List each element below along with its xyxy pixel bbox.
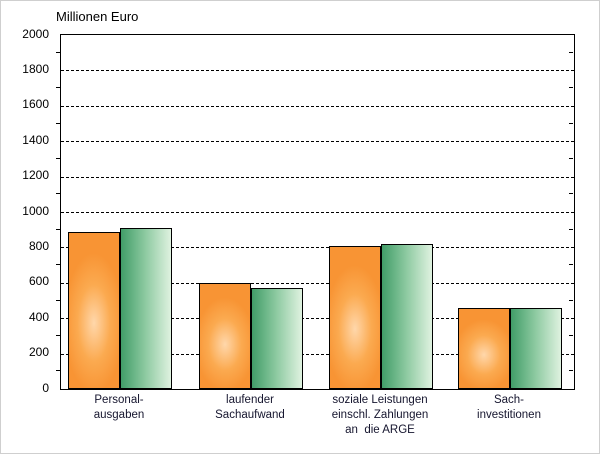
category-label-3: Sach- investitionen [477, 394, 541, 421]
bar-green-3 [510, 307, 562, 389]
minor-tick-right-1500 [569, 122, 573, 124]
minor-tick-left-700 [56, 264, 60, 266]
gridline-1200 [61, 176, 574, 178]
minor-tick-left-100 [56, 370, 60, 372]
y-axis-label-0: 0 [42, 380, 49, 395]
y-axis-label-1600: 1600 [22, 97, 49, 112]
minor-tick-right-1100 [569, 193, 573, 195]
gridline-1800 [61, 70, 574, 72]
y-axis-label-400: 400 [28, 309, 49, 324]
minor-tick-left-900 [56, 228, 60, 230]
bar-orange-0 [68, 232, 120, 389]
minor-tick-left-1700 [56, 87, 60, 89]
minor-tick-right-500 [569, 299, 573, 301]
y-axis-label-2000: 2000 [22, 26, 49, 41]
minor-tick-left-1900 [56, 51, 60, 53]
plot-area [60, 34, 575, 390]
bar-green-2 [381, 243, 433, 389]
gridline-600 [61, 282, 574, 284]
gridline-400 [61, 318, 574, 320]
minor-tick-left-300 [56, 334, 60, 336]
minor-tick-right-900 [569, 228, 573, 230]
minor-tick-right-1700 [569, 87, 573, 89]
bar-green-1 [251, 288, 303, 389]
minor-tick-left-1100 [56, 193, 60, 195]
minor-tick-left-1500 [56, 122, 60, 124]
bar-orange-3 [458, 307, 510, 389]
minor-tick-right-1300 [569, 157, 573, 159]
gridline-1400 [61, 141, 574, 143]
minor-tick-right-1900 [569, 51, 573, 53]
y-axis-label-200: 200 [28, 345, 49, 360]
category-label-0: Personal- ausgaben [93, 394, 145, 421]
minor-tick-left-1300 [56, 157, 60, 159]
y-axis-label-1800: 1800 [22, 61, 49, 76]
minor-tick-right-100 [569, 370, 573, 372]
minor-tick-left-500 [56, 299, 60, 301]
minor-tick-right-300 [569, 334, 573, 336]
chart-title: Millionen Euro [56, 9, 139, 24]
gridline-800 [61, 247, 574, 249]
bar-green-0 [120, 227, 172, 389]
gridline-200 [61, 353, 574, 355]
y-axis-label-1200: 1200 [22, 168, 49, 183]
bar-orange-2 [329, 245, 381, 389]
minor-tick-right-700 [569, 264, 573, 266]
bar-orange-1 [199, 282, 251, 389]
category-label-2: soziale Leistungen einschl. Zahlungen an… [331, 394, 429, 436]
category-label-1: laufender Sachaufwand [215, 394, 285, 421]
y-axis-label-1400: 1400 [22, 132, 49, 147]
y-axis-label-800: 800 [28, 238, 49, 253]
y-axis-label-600: 600 [28, 274, 49, 289]
gridline-1600 [61, 105, 574, 107]
gridline-1000 [61, 212, 574, 213]
y-axis-label-1000: 1000 [22, 203, 49, 218]
